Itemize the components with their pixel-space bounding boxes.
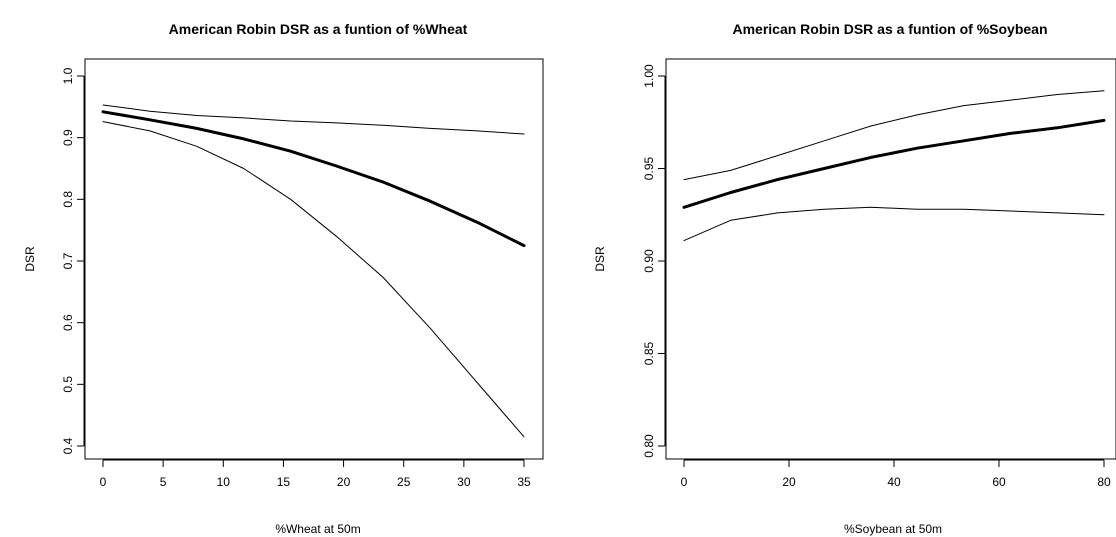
wheat-y-tick-label: 0.5 [61, 376, 75, 393]
soybean-y-tick-label: 0.90 [642, 249, 656, 273]
wheat-x-tick-label: 15 [277, 475, 291, 489]
wheat-y-axis-label: DSR [23, 246, 37, 272]
wheat-x-tick-label: 30 [457, 475, 471, 489]
soybean-x-tick-label: 80 [1097, 475, 1111, 489]
soybean-y-tick-label: 0.95 [642, 156, 656, 180]
soybean-x-axis-label: %Soybean at 50m [844, 522, 942, 536]
wheat-x-tick-label: 0 [100, 475, 107, 489]
wheat-chart-title: American Robin DSR as a funtion of %Whea… [169, 21, 468, 37]
soybean-x-tick-label: 40 [887, 475, 901, 489]
soybean-chart-title: American Robin DSR as a funtion of %Soyb… [732, 21, 1047, 37]
wheat-y-tick-label: 1.0 [61, 67, 75, 84]
soybean-panel: American Robin DSR as a funtion of %Soyb… [593, 21, 1116, 536]
wheat-y-tick-label: 0.8 [61, 191, 75, 208]
soybean-y-tick-label: 1.00 [642, 64, 656, 88]
wheat-x-tick-label: 20 [337, 475, 351, 489]
wheat-upper-line [102, 104, 525, 135]
wheat-estimate-line [101, 110, 526, 248]
wheat-x-tick-label: 10 [217, 475, 231, 489]
wheat-y-tick-label: 0.9 [61, 129, 75, 146]
wheat-x-tick-label: 35 [517, 475, 531, 489]
wheat-y-tick-label: 0.4 [61, 437, 75, 454]
soybean-y-tick-label: 0.85 [642, 341, 656, 365]
soybean-plot-frame [665, 58, 1116, 460]
soybean-y-tick-label: 0.80 [642, 434, 656, 458]
wheat-y-tick-label: 0.6 [61, 314, 75, 331]
soybean-x-tick-label: 0 [681, 475, 688, 489]
wheat-x-tick-label: 5 [160, 475, 167, 489]
wheat-lower-line [102, 121, 525, 438]
soybean-upper-line [683, 90, 1105, 181]
wheat-x-axis-label: %Wheat at 50m [275, 522, 360, 536]
soybean-estimate-line [682, 118, 1106, 209]
wheat-x-tick-label: 25 [397, 475, 411, 489]
wheat-plot-frame [84, 58, 544, 460]
soybean-x-tick-label: 60 [992, 475, 1006, 489]
wheat-y-tick-label: 0.7 [61, 252, 75, 269]
soybean-y-axis-label: DSR [593, 246, 607, 272]
wheat-panel: American Robin DSR as a funtion of %Whea… [23, 21, 544, 536]
soybean-x-tick-label: 20 [782, 475, 796, 489]
soybean-lower-line [683, 206, 1105, 242]
